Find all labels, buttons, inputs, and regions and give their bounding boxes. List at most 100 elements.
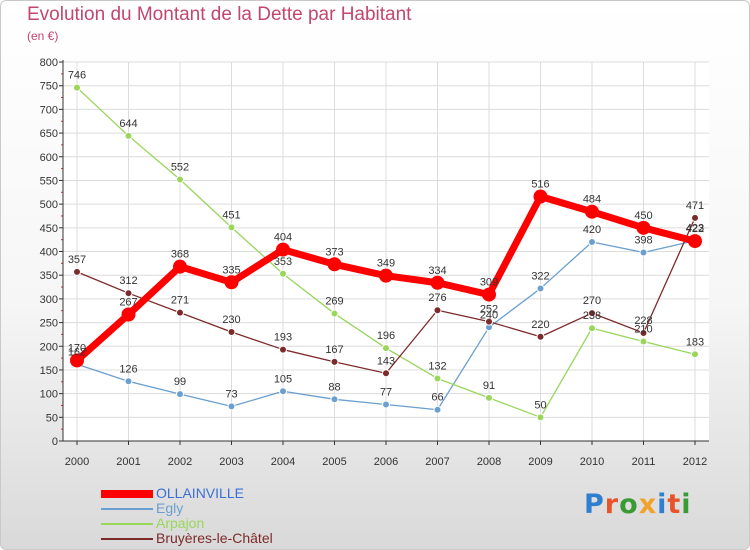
- data-point-egly: [588, 238, 596, 247]
- data-label-arpajon: 210: [634, 324, 652, 336]
- x-tick-label: 2000: [65, 456, 89, 468]
- y-tick-label: 650: [40, 128, 58, 140]
- data-point-bruy-res-le-ch-tel: [639, 328, 648, 337]
- logo-letter: x: [638, 489, 658, 520]
- series-bruy-res-le-ch-tel: [73, 213, 699, 378]
- x-tick-label: 2011: [632, 456, 656, 468]
- data-point-ollainville: [70, 353, 84, 368]
- legend-swatch-egly: [101, 508, 153, 510]
- y-tick-label: 250: [40, 318, 58, 330]
- legend-label-bruyeres: Bruyères-le-Châtel: [156, 530, 273, 546]
- data-label-arpajon: 552: [171, 161, 189, 173]
- data-point-ollainville: [585, 204, 599, 219]
- data-point-egly: [330, 395, 339, 404]
- data-point-bruy-res-le-ch-tel: [588, 309, 596, 318]
- data-point-bruy-res-le-ch-tel: [73, 267, 81, 276]
- data-point-arpajon: [639, 337, 648, 346]
- data-label-egly: 423: [686, 223, 704, 235]
- data-point-bruy-res-le-ch-tel: [176, 308, 184, 317]
- legend-label-arpajon: Arpajon: [156, 515, 205, 531]
- data-point-egly: [176, 390, 184, 399]
- data-point-egly: [433, 405, 442, 414]
- x-tick-label: 2006: [374, 456, 398, 468]
- data-label-bruy-res-le-ch-tel: 357: [68, 254, 86, 266]
- logo-letter: t: [667, 489, 682, 520]
- data-label-ollainville: 422: [686, 223, 704, 235]
- data-label-arpajon: 183: [686, 336, 704, 348]
- data-point-arpajon: [176, 175, 184, 184]
- legend-label-egly: Egly: [156, 500, 184, 516]
- y-tick-label: 0: [52, 436, 58, 448]
- y-tick-label: 50: [46, 412, 58, 424]
- data-point-ollainville: [430, 275, 445, 290]
- data-label-arpajon: 746: [68, 70, 86, 82]
- x-tick-label: 2003: [219, 456, 243, 468]
- data-label-egly: 240: [480, 309, 498, 321]
- chart-subtitle: (en €): [27, 29, 59, 43]
- data-point-bruy-res-le-ch-tel: [691, 213, 699, 222]
- x-tick-label: 2012: [683, 456, 707, 468]
- x-tick-label: 2002: [168, 456, 192, 468]
- x-tick-label: 2008: [477, 456, 501, 468]
- data-label-arpajon: 50: [534, 399, 546, 411]
- data-point-arpajon: [485, 393, 493, 402]
- data-point-ollainville: [224, 275, 239, 290]
- data-point-bruy-res-le-ch-tel: [382, 369, 390, 378]
- logo-letter: i: [681, 489, 692, 520]
- data-label-ollainville: 309: [480, 277, 498, 289]
- data-point-arpajon: [536, 413, 545, 422]
- data-point-bruy-res-le-ch-tel: [279, 345, 287, 354]
- data-label-arpajon: 238: [583, 310, 601, 322]
- data-point-arpajon: [433, 374, 442, 383]
- x-tick-label: 2004: [271, 456, 295, 468]
- data-label-bruy-res-le-ch-tel: 167: [325, 344, 343, 356]
- data-label-arpajon: 353: [274, 256, 292, 268]
- data-label-ollainville: 450: [634, 210, 652, 222]
- data-label-arpajon: 644: [119, 118, 137, 130]
- data-label-egly: 420: [583, 224, 601, 236]
- data-label-egly: 73: [225, 388, 237, 400]
- y-tick-label: 200: [40, 341, 58, 353]
- y-tick-label: 750: [40, 81, 58, 93]
- legend-label-ollainville: OLLAINVILLE: [156, 485, 244, 501]
- data-label-arpajon: 196: [377, 330, 395, 342]
- x-tick-label: 2007: [425, 456, 449, 468]
- logo-letter: P: [584, 489, 605, 520]
- data-point-bruy-res-le-ch-tel: [485, 317, 493, 326]
- data-label-ollainville: 368: [171, 249, 189, 261]
- data-labels: 162 126 99 73 105 88 77 66 240 322 420 398 423 746 644…: [68, 70, 704, 412]
- data-point-arpajon: [73, 83, 81, 92]
- data-label-egly: 126: [119, 363, 137, 375]
- data-label-egly: 162: [68, 346, 86, 358]
- y-tick-label: 350: [40, 270, 58, 282]
- data-label-arpajon: 269: [325, 296, 343, 308]
- data-label-ollainville: 484: [583, 194, 601, 206]
- data-label-egly: 398: [634, 234, 652, 246]
- x-tick-label: 2005: [322, 456, 346, 468]
- data-label-bruy-res-le-ch-tel: 276: [428, 292, 446, 304]
- data-label-ollainville: 335: [222, 264, 240, 276]
- data-point-egly: [124, 377, 133, 386]
- logo-letter: i: [657, 489, 668, 520]
- data-label-egly: 322: [531, 270, 549, 282]
- data-label-bruy-res-le-ch-tel: 471: [686, 200, 704, 212]
- data-point-egly: [536, 284, 545, 293]
- y-tick-label: 500: [40, 199, 58, 211]
- data-label-arpajon: 91: [483, 380, 495, 392]
- x-tick-label: 2001: [116, 456, 140, 468]
- data-point-arpajon: [588, 324, 596, 333]
- y-tick-label: 400: [40, 247, 58, 259]
- chart-title: Evolution du Montant de la Dette par Hab…: [27, 4, 412, 25]
- data-label-ollainville: 334: [428, 265, 446, 277]
- data-point-arpajon: [691, 350, 699, 359]
- x-tick-label: 2009: [528, 456, 552, 468]
- data-point-egly: [639, 248, 648, 257]
- data-point-arpajon: [330, 309, 339, 318]
- data-point-ollainville: [327, 257, 342, 272]
- data-point-bruy-res-le-ch-tel: [433, 306, 442, 315]
- data-label-ollainville: 516: [531, 179, 549, 191]
- data-label-bruy-res-le-ch-tel: 143: [377, 355, 395, 367]
- y-tick-label: 700: [40, 104, 58, 116]
- data-point-ollainville: [636, 220, 651, 235]
- series-arpajon: [73, 83, 699, 422]
